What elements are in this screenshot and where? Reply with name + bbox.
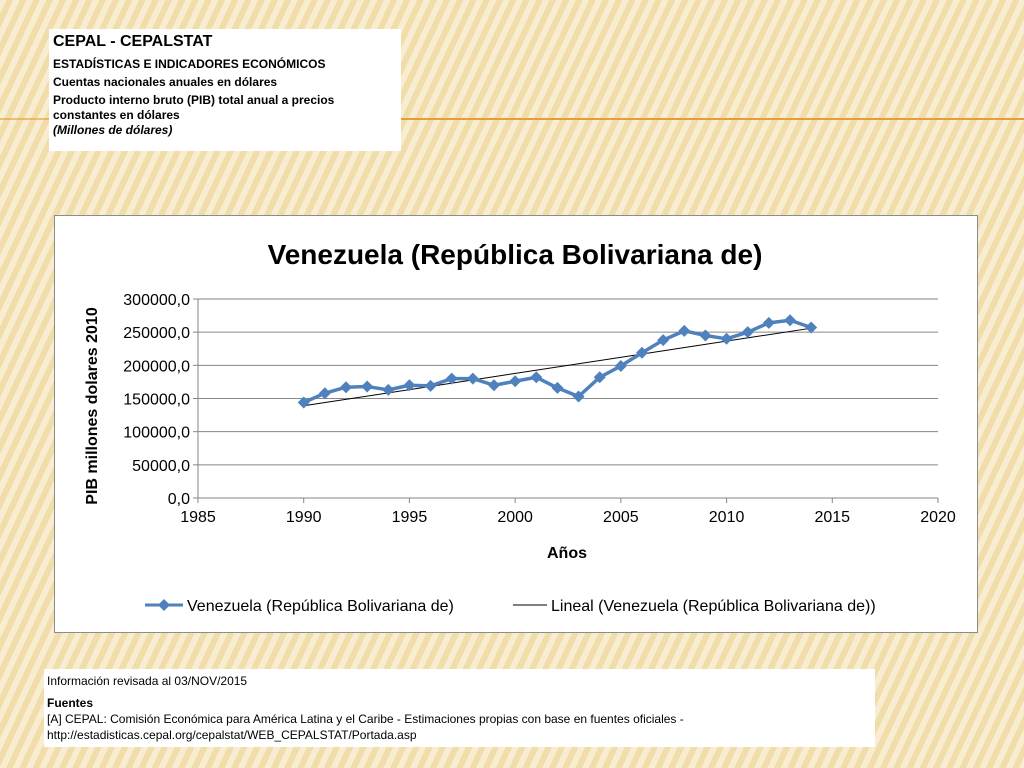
- legend: Venezuela (República Bolivariana de) Lin…: [145, 598, 876, 615]
- chart-title: Venezuela (República Bolivariana de): [268, 239, 763, 270]
- header-box: CEPAL - CEPALSTAT ESTADÍSTICAS E INDICAD…: [49, 29, 401, 151]
- x-tick-label: 1985: [180, 509, 216, 526]
- data-point: [805, 321, 818, 334]
- y-tick-label: 200000,0: [123, 358, 190, 375]
- data-point: [340, 381, 352, 394]
- header-line1: Cuentas nacionales anuales en dólares: [53, 75, 278, 89]
- data-point: [636, 346, 648, 359]
- footer-box: Información revisada al 03/NOV/2015 Fuen…: [44, 669, 875, 747]
- data-point: [614, 359, 627, 372]
- data-point: [720, 332, 733, 345]
- data-point: [466, 372, 479, 385]
- trendline: [303, 327, 812, 407]
- footer-source-text: [A] CEPAL: Comisión Económica para Améri…: [47, 712, 684, 742]
- y-tick-label: 150000,0: [123, 392, 190, 409]
- data-point: [784, 314, 796, 327]
- y-tick-label: 100000,0: [123, 425, 190, 442]
- x-tick-label: 1995: [392, 509, 428, 526]
- footer-revised: Información revisada al 03/NOV/2015: [47, 674, 248, 688]
- chart-frame: Venezuela (República Bolivariana de) 0,0…: [54, 215, 978, 633]
- header-subtitle: ESTADÍSTICAS E INDICADORES ECONÓMICOS: [53, 57, 326, 71]
- footer-sources-label: Fuentes: [47, 696, 94, 710]
- y-axis-label: PIB millones dolares 2010: [84, 307, 101, 505]
- legend-series-marker: [158, 599, 170, 611]
- header-unit: (Millones de dólares): [53, 123, 173, 137]
- x-tick-label: 2010: [709, 509, 745, 526]
- axes: 0,0 50000,0 100000,0 150000,0 200000,0 250000…: [123, 292, 956, 526]
- pib-chart: Venezuela (República Bolivariana de) 0,0…: [84, 239, 956, 615]
- data-point: [762, 316, 775, 329]
- data-point: [699, 329, 712, 342]
- data-point: [445, 372, 458, 385]
- data-point: [382, 383, 395, 396]
- x-tick-label: 2020: [920, 509, 956, 526]
- y-tick-label: 250000,0: [123, 325, 190, 342]
- x-tick-label: 1990: [286, 509, 322, 526]
- header-line2: Producto interno bruto (PIB) total anual…: [53, 93, 335, 122]
- data-point: [488, 379, 500, 392]
- data-point: [530, 371, 543, 384]
- y-tick-label: 300000,0: [123, 292, 190, 309]
- header-title: CEPAL - CEPALSTAT: [53, 33, 213, 50]
- data-point: [297, 396, 310, 409]
- data-point: [741, 326, 754, 339]
- legend-trend-label: Lineal (Venezuela (República Bolivariana…: [551, 598, 876, 615]
- x-tick-label: 2015: [814, 509, 850, 526]
- data-point: [509, 375, 522, 388]
- legend-series-label: Venezuela (República Bolivariana de): [187, 598, 454, 615]
- data-point: [424, 379, 437, 392]
- y-tick-label: 50000,0: [132, 458, 190, 475]
- y-tick-label: 0,0: [168, 491, 190, 508]
- accent-line-left: [0, 118, 49, 120]
- x-axis-label: Años: [547, 545, 587, 562]
- data-point: [572, 390, 585, 403]
- data-point: [551, 381, 564, 394]
- accent-line: [401, 118, 1024, 120]
- x-tick-label: 2000: [497, 509, 533, 526]
- x-tick-label: 2005: [603, 509, 639, 526]
- data-point: [403, 379, 416, 392]
- data-point: [318, 387, 331, 400]
- series-layer: [297, 314, 818, 409]
- data-point: [361, 380, 374, 393]
- data-point: [593, 371, 606, 384]
- trendline-layer: [303, 327, 812, 407]
- data-point: [657, 334, 670, 347]
- data-point: [678, 324, 691, 337]
